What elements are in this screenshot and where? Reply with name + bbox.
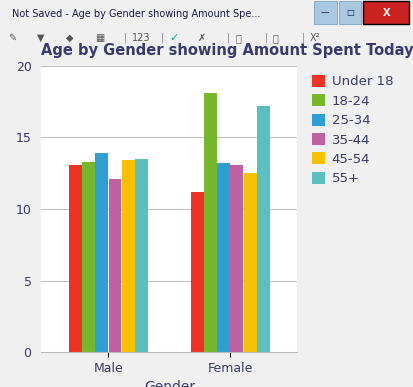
FancyBboxPatch shape <box>339 1 361 24</box>
Text: |: | <box>227 33 230 43</box>
Bar <box>204 93 217 352</box>
Text: |: | <box>161 33 164 43</box>
Legend: Under 18, 18-24, 25-34, 35-44, 45-54, 55+: Under 18, 18-24, 25-34, 35-44, 45-54, 55… <box>309 72 396 188</box>
FancyBboxPatch shape <box>314 1 337 24</box>
Text: ✓: ✓ <box>169 33 179 43</box>
Bar <box>230 164 243 352</box>
Text: —: — <box>321 8 329 17</box>
Text: 123: 123 <box>132 33 151 43</box>
Bar <box>109 179 121 352</box>
Text: ▦: ▦ <box>95 33 104 43</box>
Text: |: | <box>124 33 127 43</box>
Text: ✎: ✎ <box>8 33 17 43</box>
Bar <box>95 153 108 352</box>
Text: ⧉: ⧉ <box>235 33 241 43</box>
X-axis label: Gender: Gender <box>144 380 195 387</box>
Text: X²: X² <box>310 33 320 43</box>
Bar <box>135 159 148 352</box>
Bar <box>244 173 256 352</box>
Bar <box>217 163 230 352</box>
Text: Not Saved - Age by Gender showing Amount Spe...: Not Saved - Age by Gender showing Amount… <box>12 9 261 19</box>
Bar <box>122 160 135 352</box>
Text: |: | <box>301 33 305 43</box>
Text: ✗: ✗ <box>198 33 206 43</box>
Text: ◆: ◆ <box>66 33 74 43</box>
Bar <box>69 164 82 352</box>
Bar <box>191 192 204 352</box>
Bar <box>257 106 270 352</box>
Text: ⎙: ⎙ <box>273 33 278 43</box>
Text: |: | <box>264 33 268 43</box>
Text: X: X <box>382 8 390 17</box>
Text: ▼: ▼ <box>37 33 45 43</box>
Text: □: □ <box>346 8 354 17</box>
FancyBboxPatch shape <box>363 1 409 24</box>
Bar <box>82 162 95 352</box>
Text: Age by Gender showing Amount Spent Today: Age by Gender showing Amount Spent Today <box>41 43 413 58</box>
